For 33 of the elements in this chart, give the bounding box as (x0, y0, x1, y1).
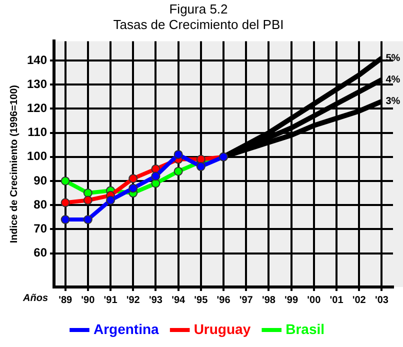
y-tick-label: 130 (26, 76, 48, 91)
x-tick-label: '00 (307, 294, 322, 306)
x-tick-label: '03 (374, 294, 389, 306)
legend-label: Uruguay (194, 320, 251, 337)
chart-title: Figura 5.2 (169, 1, 228, 16)
y-tick-label: 100 (26, 149, 48, 164)
y-tick-label: 120 (26, 100, 48, 115)
x-tick-label: '99 (284, 294, 298, 306)
legend-label: Argentina (93, 320, 160, 337)
x-axis-title: Años (22, 292, 48, 304)
chart-subtitle: Tasas de Crecimiento del PBI (113, 16, 284, 32)
legend-label: Brasil (286, 320, 325, 337)
y-tick-label: 60 (34, 246, 48, 260)
x-tick-label: '98 (262, 294, 276, 306)
series-label: 4% (386, 74, 400, 86)
y-axis-title: Indice de Crecimiento (1996=100) (8, 85, 20, 244)
x-tick-label: '91 (104, 294, 118, 306)
y-tick-label: 80 (34, 197, 48, 212)
x-tick-label: '92 (126, 294, 140, 306)
y-tick-label: 140 (26, 52, 48, 67)
y-tick-label: 90 (34, 173, 48, 188)
y-tick-label: 70 (34, 221, 48, 236)
x-tick-label: '90 (81, 294, 96, 306)
series-label: 3% (386, 96, 400, 108)
x-tick-label: '97 (239, 294, 254, 306)
y-tick-label: 110 (28, 125, 48, 140)
x-tick-label: '93 (148, 294, 163, 306)
x-tick-label: '96 (216, 294, 231, 306)
x-tick-label: '94 (172, 294, 186, 306)
x-tick-label: '95 (194, 294, 208, 306)
x-tick-label: '02 (352, 294, 366, 306)
x-tick-label: '01 (330, 294, 344, 306)
x-tick-label: '89 (58, 294, 72, 306)
